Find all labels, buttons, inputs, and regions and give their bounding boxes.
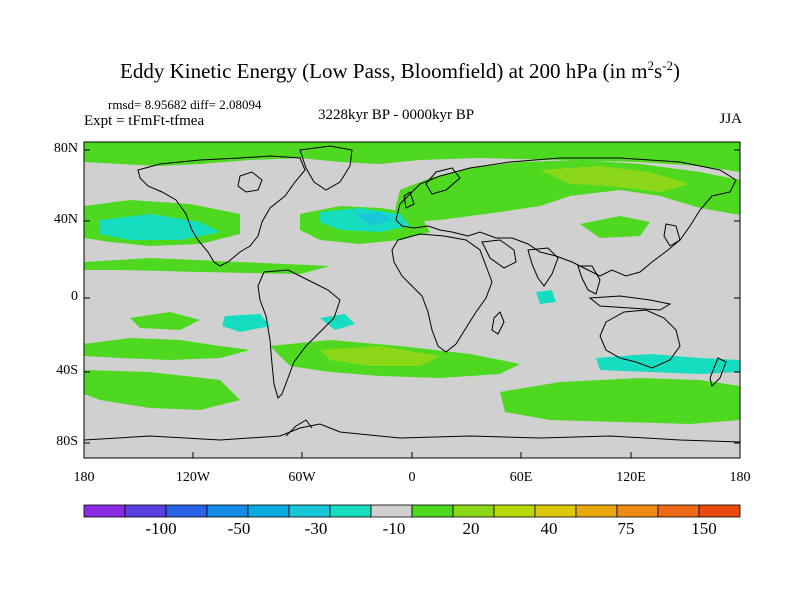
coast-scandinavia — [425, 167, 461, 195]
title-text: Eddy Kinetic Energy (Low Pass, Bloomfiel… — [120, 59, 648, 83]
x-tick-label-60w: 60W — [288, 470, 316, 485]
coast-new-zealand — [709, 357, 727, 387]
x-tick-label-60e: 60E — [509, 470, 533, 485]
map-title: Eddy Kinetic Energy (Low Pass, Bloomfiel… — [0, 58, 800, 84]
colorbar — [83, 504, 741, 518]
x-tick-label-180w: 180 — [73, 470, 95, 485]
coast-africa — [391, 233, 493, 353]
colorbar-swatch — [452, 504, 495, 518]
coast-madagascar — [491, 311, 505, 335]
colorbar-swatch — [411, 504, 454, 518]
colorbar-swatch — [657, 504, 700, 518]
coast-hudson-bay — [237, 171, 263, 193]
colorbar-swatch — [288, 504, 331, 518]
colorbar-label-150: 150 — [691, 519, 717, 538]
y-tick-label-80s: 80S — [56, 434, 78, 449]
colorbar-label--10: -10 — [382, 519, 406, 538]
colorbar-label--100: -100 — [145, 519, 177, 538]
colorbar-label-40: 40 — [540, 519, 558, 538]
field-s-pacific-cyan — [222, 314, 270, 332]
coast-japan — [663, 223, 681, 247]
field-s-indian-green — [500, 378, 740, 424]
coast-uk — [403, 191, 415, 209]
colorbar-swatch — [329, 504, 372, 518]
field-n-atlantic-blue — [355, 212, 392, 226]
coast-india — [527, 247, 559, 287]
y-tick-label-40n: 40N — [53, 212, 78, 227]
field-australia-cyan — [596, 354, 740, 374]
stats-label: rmsd= 8.95682 diff= 2.08094 — [108, 97, 262, 112]
colorbar-label--50: -50 — [227, 519, 251, 538]
colorbar-swatch — [616, 504, 659, 518]
field-e-asia-green — [580, 216, 650, 238]
coast-greenland — [299, 145, 353, 191]
field-arctic-green — [84, 142, 740, 172]
colorbar-swatch — [83, 504, 126, 518]
coast-australia — [599, 309, 681, 369]
colorbar-swatch — [124, 504, 167, 518]
colorbar-swatch — [165, 504, 208, 518]
title-unit-s: s — [653, 59, 663, 83]
field-tropical-green — [84, 258, 330, 274]
colorbar-label--30: -30 — [304, 519, 328, 538]
coast-southeast-asia — [577, 265, 601, 295]
x-tick-label-120w: 120W — [175, 470, 211, 485]
colorbar-swatch — [206, 504, 249, 518]
title-close: ) — [672, 59, 680, 83]
x-tick-label-120e: 120E — [616, 470, 646, 485]
field-s-midlat-yellowgreen — [320, 346, 440, 366]
field-eq-pacific-green — [130, 312, 200, 330]
field-s-atlantic-cyan — [320, 314, 355, 330]
colorbar-swatch — [575, 504, 618, 518]
y-tick-label-40s: 40S — [56, 363, 78, 378]
field-s-pacific-green — [84, 338, 250, 360]
coast-arabia — [481, 239, 517, 269]
field-n-pacific-cyan — [100, 214, 220, 240]
field-siberia-yellowgreen — [540, 166, 690, 192]
coast-antarctica — [84, 423, 740, 443]
coastlines — [84, 145, 740, 443]
experiment-label: Expt = tFmFt-tfmea — [84, 113, 205, 129]
season-label: JJA — [719, 111, 742, 127]
field-indian-cyan — [536, 290, 556, 304]
coast-antarctic-peninsula — [285, 419, 313, 437]
coast-north-america — [137, 155, 306, 267]
title-sup-1: 2 — [647, 58, 654, 73]
colorbar-swatch — [493, 504, 536, 518]
colorbar-label-75: 75 — [617, 519, 635, 538]
contour-fields — [84, 142, 740, 424]
colorbar-label-20: 20 — [462, 519, 480, 538]
period-label: 3228kyr BP - 0000kyr BP — [318, 107, 475, 123]
colorbar-swatch — [534, 504, 577, 518]
field-southern-ocean-green — [84, 370, 240, 410]
colorbar-swatch — [370, 504, 413, 518]
x-tick-label-0: 0 — [408, 470, 416, 485]
x-tick-label-180e: 180 — [729, 470, 751, 485]
coast-europe-asia — [395, 157, 737, 277]
colorbar-swatch — [698, 504, 741, 518]
coast-south-america — [257, 269, 341, 399]
coast-indonesia — [588, 295, 672, 311]
title-sup-2: -2 — [662, 58, 673, 73]
tick-marks — [83, 149, 741, 458]
y-tick-label-80n: 80N — [53, 141, 78, 156]
colorbar-swatch — [247, 504, 290, 518]
y-tick-label-0: 0 — [71, 289, 78, 304]
